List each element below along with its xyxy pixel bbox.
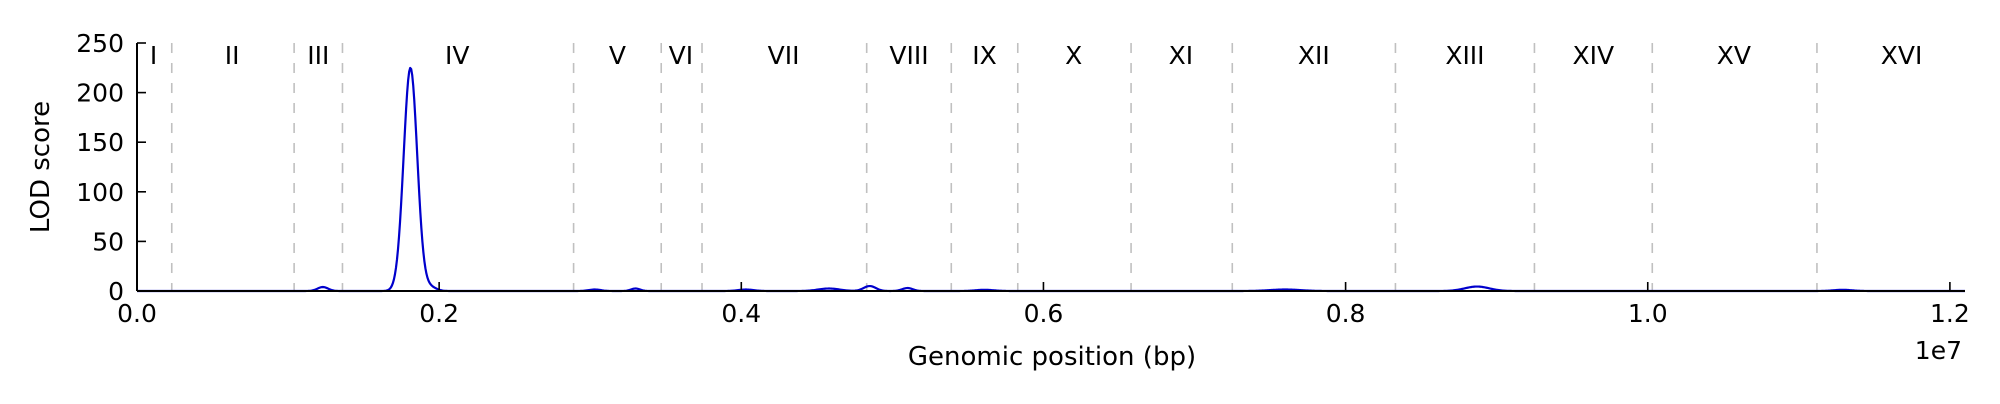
- chromosome-label: V: [609, 41, 626, 70]
- x-tick-label: 1.0: [1628, 299, 1668, 328]
- x-tick-label: 0.0: [117, 299, 157, 328]
- chromosome-label: XIII: [1445, 41, 1484, 70]
- x-ticks: 0.0 0.2 0.4 0.6 0.8 1.0 1.2: [117, 282, 1970, 328]
- x-tick-label: 0.6: [1024, 299, 1064, 328]
- y-tick-label: 50: [92, 227, 124, 256]
- y-ticks: 0 50 100 150 200 250: [76, 29, 146, 306]
- chromosome-labels: I II III IV V VI VII VIII IX X XI XII XIII XIV XV XVI: [150, 41, 1922, 70]
- chromosome-label: VI: [669, 41, 693, 70]
- chromosome-label: IX: [972, 41, 997, 70]
- chromosome-label: XV: [1717, 41, 1751, 70]
- chromosome-label: VIII: [889, 41, 928, 70]
- chromosome-label: II: [225, 41, 240, 70]
- x-offset-label: 1e7: [1915, 336, 1962, 365]
- lod-score-line: [136, 66, 1966, 293]
- y-tick-label: 200: [76, 79, 124, 108]
- chromosome-label: I: [150, 41, 157, 70]
- x-tick-label: 0.2: [419, 299, 459, 328]
- x-tick-label: 0.8: [1326, 299, 1366, 328]
- x-axis-title: Genomic position (bp): [908, 342, 1196, 372]
- chromosome-label: XII: [1298, 41, 1330, 70]
- chromosome-label: IV: [445, 41, 469, 70]
- chromosome-boundaries: [170, 43, 1818, 291]
- y-tick-label: 100: [76, 178, 124, 207]
- y-tick-label: 0: [108, 277, 124, 306]
- x-tick-label: 1.2: [1930, 299, 1970, 328]
- chromosome-label: XI: [1169, 41, 1194, 70]
- y-tick-label: 250: [76, 29, 124, 58]
- x-tick-label: 0.4: [721, 299, 761, 328]
- chromosome-label: X: [1065, 41, 1082, 70]
- chromosome-label: XIV: [1573, 41, 1615, 70]
- chromosome-label: III: [307, 41, 329, 70]
- y-axis-title: LOD score: [26, 101, 56, 233]
- chromosome-label: XVI: [1881, 41, 1923, 70]
- chromosome-label: VII: [768, 41, 800, 70]
- y-tick-label: 150: [76, 128, 124, 157]
